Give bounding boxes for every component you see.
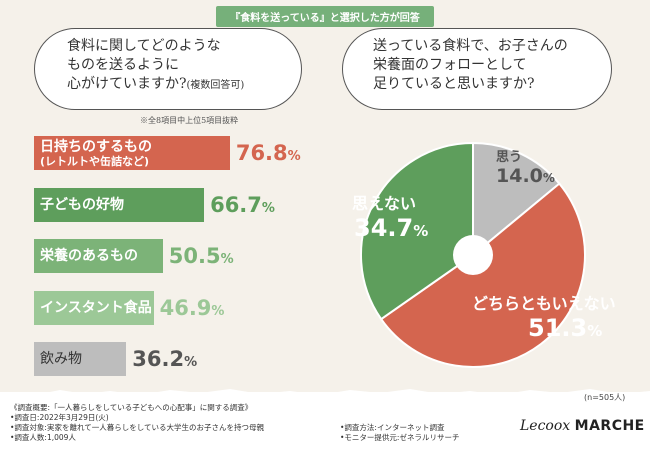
- bar-row: 飲み物 36.2%: [34, 342, 197, 376]
- right-question-bubble: 送っている食料で、お子さんの 栄養面のフォローとして 足りていると思いますか?: [342, 28, 612, 110]
- bar-value-label: 36.2%: [132, 347, 198, 371]
- donut-hole: [453, 235, 493, 275]
- donut-svg: [360, 141, 586, 368]
- pie-value-disagree: 34.7%: [354, 214, 429, 242]
- sample-size-note: (n=505人): [584, 393, 626, 402]
- bar-value-label: 46.9%: [159, 295, 225, 320]
- header-tag: 『食料を送っている』と選択した方が回答: [0, 6, 650, 27]
- pie-label-disagree: 思えない 34.7%: [352, 190, 428, 242]
- pie-label-neutral: どちらともいえない 51.3%: [472, 290, 616, 342]
- bar: 日持ちのするもの (レトルトや缶詰など): [34, 136, 230, 170]
- torn-edge: [0, 389, 650, 400]
- left-question-line3: 心がけていますか?: [67, 76, 187, 92]
- pie-label-neutral-name: どちらともいえない: [472, 294, 616, 313]
- brand-bold: MARCHE: [574, 418, 645, 434]
- slice-disagree: [360, 141, 474, 321]
- pie-label-disagree-name: 思えない: [352, 194, 417, 213]
- bar-value-label: 66.7%: [210, 192, 275, 217]
- left-question-line1: 食料に関してどのような: [67, 38, 221, 54]
- bar-value-label: 76.8%: [235, 141, 301, 165]
- selection-note: ※全8項目中上位5項目抜粋: [140, 116, 239, 125]
- header-tag-label: 『食料を送っている』と選択した方が回答: [216, 6, 434, 27]
- footer-paper: [0, 389, 650, 450]
- survey-line: 《調査概要:「一人暮らしをしている子どもへの心配事」に関する調査》: [10, 403, 253, 412]
- pie-label-agree-name: 思う: [496, 150, 523, 165]
- bar-row: 栄養のあるもの 50.5%: [34, 239, 234, 273]
- survey-line: •調査日:2022年3月29日(火): [10, 413, 109, 422]
- bar-value-label: 50.5%: [168, 244, 234, 268]
- slice-agree: [472, 141, 561, 258]
- left-question-bubble: 食料に関してどのような ものを送るように 心がけていますか?(複数回答可): [34, 28, 302, 110]
- left-question-multi-note: (複数回答可): [186, 80, 245, 91]
- bar: 飲み物: [34, 342, 127, 376]
- brand-script: Lecoox: [520, 418, 571, 434]
- brand-logo: Lecoox MARCHE: [520, 418, 645, 434]
- survey-line: •調査人数:1,009人: [10, 433, 76, 442]
- bar-category-label: (レトルトや缶詰など): [40, 154, 150, 168]
- bar-category-label: 飲み物: [40, 351, 82, 367]
- pie-label-agree: 思う 14.0%: [496, 146, 555, 187]
- pie-value-neutral: 51.3%: [528, 314, 603, 342]
- survey-line: •調査方法:インターネット調査: [340, 423, 445, 432]
- survey-method: •調査方法:インターネット調査 •モニター提供元:ゼネラルリサーチ: [340, 423, 459, 443]
- bar-row: インスタント食品 46.9%: [34, 290, 225, 325]
- bar: 栄養のあるもの: [34, 239, 163, 273]
- survey-line: •調査対象:実家を離れて一人暮らしをしている大学生のお子さんを持つ母親: [10, 423, 264, 432]
- donut-chart: [358, 140, 588, 374]
- bar-category-label: 日持ちのするもの: [40, 138, 152, 155]
- bar: インスタント食品: [34, 290, 154, 325]
- bar: 子どもの好物: [34, 187, 205, 222]
- bar-category-label: 子どもの好物: [40, 196, 124, 213]
- right-question-line1: 送っている食料で、お子さんの: [373, 38, 568, 54]
- right-question-line2: 栄養面のフォローとして: [373, 57, 527, 73]
- bar-category-label: インスタント食品: [40, 299, 152, 316]
- right-question-line3: 足りていると思いますか?: [373, 76, 535, 92]
- survey-overview: 《調査概要:「一人暮らしをしている子どもへの心配事」に関する調査》 •調査日:2…: [10, 403, 264, 443]
- bar-row: 子どもの好物 66.7%: [34, 187, 275, 222]
- bar-category-label: 栄養のあるもの: [40, 248, 138, 264]
- pie-value-agree: 14.0%: [496, 165, 555, 187]
- slice-neutral: [379, 182, 586, 368]
- left-question-line2: ものを送るように: [67, 57, 179, 73]
- survey-line: •モニター提供元:ゼネラルリサーチ: [340, 433, 460, 442]
- bar-row: 日持ちのするもの (レトルトや缶詰など) 76.8%: [34, 136, 301, 170]
